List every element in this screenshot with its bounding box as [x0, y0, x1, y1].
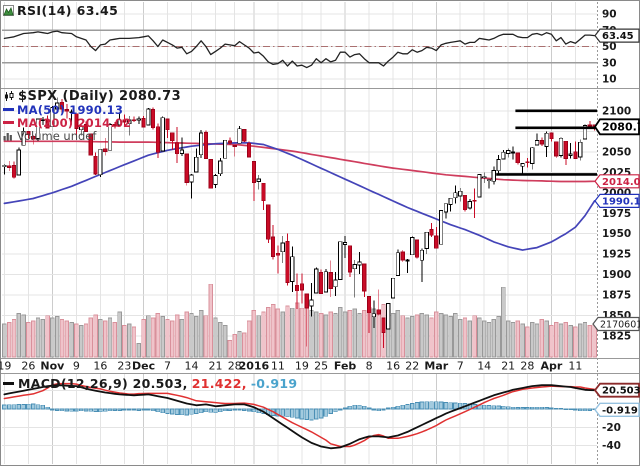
macd-signal-value: 21.422, [191, 376, 247, 391]
svg-text:Feb: Feb [334, 360, 357, 373]
ma200-legend-label: MA(200) 2014.02 [17, 115, 132, 130]
svg-text:2014.02: 2014.02 [602, 177, 640, 188]
svg-text:2170601: 2170601 [600, 320, 640, 331]
svg-text:8: 8 [366, 360, 373, 373]
svg-text:28: 28 [520, 360, 534, 373]
svg-text:16: 16 [386, 360, 400, 373]
ma50-legend-label: MA(50) 1990.13 [17, 102, 124, 117]
candlestick-icon [5, 91, 14, 101]
svg-text:Nov: Nov [40, 360, 65, 373]
svg-text:2080.73: 2080.73 [602, 120, 640, 133]
svg-text:1900: 1900 [602, 269, 631, 281]
svg-text:Apr: Apr [540, 360, 562, 373]
macd-line-swatch [3, 382, 14, 385]
ma50-legend-row: MA(50) 1990.13 [3, 102, 124, 117]
symbol-legend-label: $SPX (Daily) 2080.73 [18, 89, 182, 104]
svg-text:1975: 1975 [602, 208, 631, 220]
svg-text:28: 28 [228, 360, 242, 373]
svg-text:50: 50 [602, 41, 617, 53]
volume-legend-label: Volume undef [17, 128, 97, 143]
symbol-legend-row: $SPX (Daily) 2080.73 [3, 89, 182, 104]
svg-text:19: 19 [0, 360, 11, 373]
svg-text:16: 16 [93, 360, 107, 373]
svg-text:23: 23 [117, 360, 131, 373]
rsi-legend: RSI(14) 63.45 [3, 3, 118, 18]
price-legend: $SPX (Daily) 2080.73 MA(50) 1990.13 MA(2… [3, 89, 182, 143]
ma200-line-swatch [3, 121, 14, 124]
svg-text:63.45: 63.45 [602, 31, 634, 42]
svg-text:1990.13: 1990.13 [602, 196, 640, 207]
svg-text:22: 22 [405, 360, 419, 373]
svg-text:2100: 2100 [602, 106, 631, 118]
svg-text:90: 90 [602, 9, 617, 21]
ma200-legend-row: MA(200) 2014.02 [3, 115, 132, 130]
svg-text:-20: -20 [602, 422, 621, 434]
svg-text:7: 7 [164, 360, 171, 373]
svg-text:26: 26 [21, 360, 35, 373]
svg-text:-0.919: -0.919 [602, 405, 638, 416]
svg-text:10: 10 [602, 74, 617, 86]
svg-text:9: 9 [73, 360, 80, 373]
volume-legend-row: Volume undef [3, 128, 97, 143]
svg-text:30: 30 [602, 57, 617, 69]
ma50-line-swatch [3, 108, 14, 111]
svg-text:Dec: Dec [132, 360, 155, 373]
svg-text:7: 7 [457, 360, 464, 373]
volume-bars-icon [3, 132, 12, 140]
rsi-indicator-icon [3, 5, 14, 16]
svg-text:1875: 1875 [602, 290, 631, 302]
rsi-legend-label: RSI(14) 63.45 [17, 3, 119, 18]
macd-legend: MACD(12,26,9) 20.503, 21.422, -0.919 [3, 376, 297, 391]
svg-text:1925: 1925 [602, 249, 631, 261]
macd-legend-label: MACD(12,26,9) 20.503, [18, 376, 188, 391]
svg-text:20.503: 20.503 [602, 386, 640, 397]
svg-text:1825: 1825 [602, 330, 631, 342]
svg-text:11: 11 [568, 360, 582, 373]
svg-text:2016: 2016 [239, 360, 270, 373]
svg-text:14: 14 [477, 360, 491, 373]
svg-text:1950: 1950 [602, 228, 631, 240]
svg-text:21: 21 [209, 360, 223, 373]
svg-text:11: 11 [271, 360, 285, 373]
svg-text:21: 21 [501, 360, 515, 373]
svg-text:Mar: Mar [424, 360, 448, 373]
svg-text:14: 14 [185, 360, 199, 373]
svg-text:19: 19 [295, 360, 309, 373]
svg-text:2050: 2050 [602, 146, 631, 158]
macd-hist-value: -0.919 [250, 376, 298, 391]
svg-text:-40: -40 [602, 440, 621, 452]
svg-text:25: 25 [314, 360, 328, 373]
